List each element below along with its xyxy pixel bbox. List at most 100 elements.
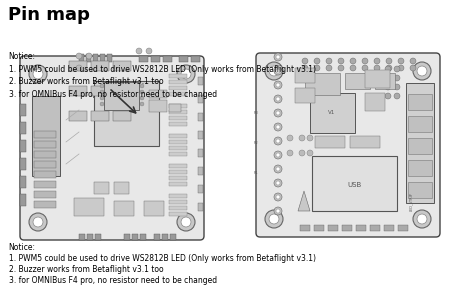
Bar bbox=[151, 56, 160, 62]
Bar bbox=[300, 225, 310, 231]
Circle shape bbox=[146, 48, 152, 54]
Circle shape bbox=[299, 150, 305, 156]
Bar bbox=[69, 61, 87, 71]
Bar bbox=[74, 198, 104, 216]
Bar bbox=[79, 234, 85, 240]
Bar bbox=[169, 122, 187, 126]
Bar bbox=[169, 146, 187, 150]
Circle shape bbox=[100, 96, 104, 100]
Bar bbox=[34, 171, 56, 178]
Bar bbox=[198, 95, 203, 103]
Circle shape bbox=[276, 97, 280, 101]
Bar bbox=[144, 201, 164, 216]
Text: 3. for OMNIBus F4 pro, no resistor need to be changed: 3. for OMNIBus F4 pro, no resistor need … bbox=[9, 276, 217, 285]
Circle shape bbox=[86, 53, 92, 59]
Bar bbox=[69, 86, 87, 96]
Bar bbox=[408, 160, 432, 176]
Circle shape bbox=[302, 58, 308, 64]
Bar bbox=[169, 212, 187, 216]
Bar bbox=[315, 136, 345, 148]
Circle shape bbox=[374, 65, 380, 71]
Circle shape bbox=[314, 58, 320, 64]
Circle shape bbox=[374, 58, 380, 64]
Circle shape bbox=[394, 75, 400, 81]
Bar bbox=[169, 86, 187, 90]
Bar bbox=[20, 176, 26, 188]
Bar bbox=[140, 234, 146, 240]
Circle shape bbox=[276, 153, 280, 157]
Bar bbox=[169, 116, 187, 120]
Bar bbox=[169, 176, 187, 180]
Circle shape bbox=[276, 195, 280, 199]
Circle shape bbox=[276, 69, 280, 73]
Circle shape bbox=[299, 135, 305, 141]
Bar bbox=[132, 234, 138, 240]
Circle shape bbox=[140, 90, 144, 94]
Circle shape bbox=[307, 135, 313, 141]
FancyBboxPatch shape bbox=[20, 56, 204, 240]
Bar bbox=[91, 111, 109, 121]
Bar bbox=[169, 92, 187, 96]
Circle shape bbox=[307, 150, 313, 156]
Bar bbox=[198, 203, 203, 211]
Bar bbox=[169, 104, 187, 108]
Circle shape bbox=[398, 65, 404, 71]
Bar bbox=[95, 234, 101, 240]
Circle shape bbox=[274, 207, 282, 215]
Bar bbox=[163, 56, 172, 62]
Bar bbox=[312, 156, 397, 211]
Bar bbox=[169, 194, 187, 198]
Bar bbox=[169, 170, 187, 174]
Bar bbox=[34, 161, 56, 168]
Circle shape bbox=[276, 125, 280, 129]
Bar bbox=[406, 83, 434, 203]
Bar bbox=[91, 86, 109, 96]
Text: R1: R1 bbox=[253, 171, 258, 175]
Circle shape bbox=[100, 102, 104, 106]
Bar bbox=[356, 225, 366, 231]
Circle shape bbox=[362, 65, 368, 71]
Bar bbox=[169, 110, 187, 114]
Circle shape bbox=[29, 213, 47, 231]
Bar bbox=[20, 194, 26, 206]
Bar bbox=[365, 93, 385, 111]
Bar bbox=[365, 70, 390, 88]
Bar bbox=[114, 182, 129, 194]
Bar bbox=[408, 94, 432, 110]
Bar bbox=[375, 73, 395, 89]
Bar bbox=[86, 54, 91, 62]
Circle shape bbox=[350, 58, 356, 64]
Circle shape bbox=[181, 217, 191, 227]
Bar bbox=[198, 131, 203, 139]
Bar bbox=[162, 234, 168, 240]
Circle shape bbox=[326, 58, 332, 64]
Circle shape bbox=[398, 58, 404, 64]
Text: Notice:: Notice: bbox=[9, 52, 36, 61]
Circle shape bbox=[274, 179, 282, 187]
Bar bbox=[198, 149, 203, 157]
Bar bbox=[20, 140, 26, 152]
Bar bbox=[169, 152, 187, 156]
Circle shape bbox=[385, 93, 391, 99]
Bar bbox=[94, 182, 109, 194]
Bar bbox=[79, 54, 84, 62]
Text: R3: R3 bbox=[253, 111, 258, 115]
Bar bbox=[100, 54, 105, 62]
Bar bbox=[295, 68, 315, 83]
Circle shape bbox=[287, 150, 293, 156]
Circle shape bbox=[177, 65, 195, 83]
Circle shape bbox=[276, 55, 280, 59]
Circle shape bbox=[76, 53, 82, 59]
Circle shape bbox=[350, 65, 356, 71]
Text: R2: R2 bbox=[253, 141, 258, 145]
Bar bbox=[91, 61, 109, 71]
Bar bbox=[198, 185, 203, 193]
Circle shape bbox=[274, 95, 282, 103]
Bar bbox=[198, 113, 203, 121]
Circle shape bbox=[269, 214, 279, 224]
Bar bbox=[408, 138, 432, 154]
Circle shape bbox=[394, 84, 400, 90]
Bar bbox=[149, 100, 167, 112]
Bar bbox=[69, 111, 87, 121]
Bar bbox=[32, 96, 60, 176]
